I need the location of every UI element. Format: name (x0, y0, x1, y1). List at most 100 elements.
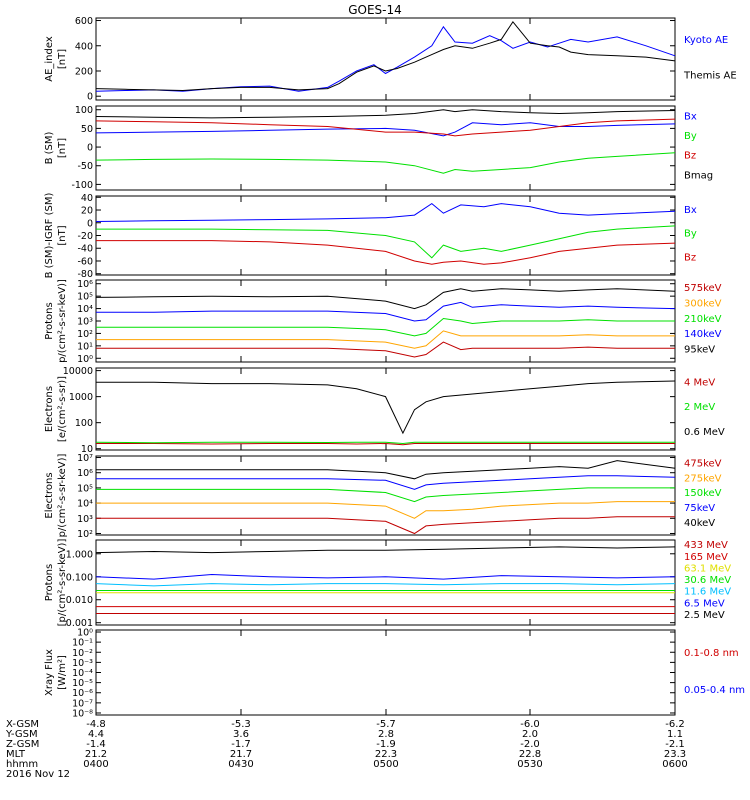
y-tick-label: 0 (87, 143, 93, 154)
legend-entry: 165 MeV (684, 552, 728, 563)
footer-value: -1.7 (231, 739, 251, 750)
legend-entry: 6.5 MeV (684, 598, 725, 609)
footer-value: 0530 (517, 759, 542, 770)
y-axis-label: Protons (44, 564, 55, 601)
footer-row-label: X-GSM (6, 719, 39, 730)
footer-value: 22.3 (375, 749, 397, 760)
series-line-300kev (96, 301, 676, 322)
footer-value: 21.7 (230, 749, 252, 760)
y-tick-label: 100 (75, 105, 93, 116)
legend-entry: Bx (684, 112, 697, 123)
legend-entry: 0.05-0.4 nm (684, 685, 745, 696)
y-tick-label: 400 (75, 41, 93, 52)
legend-entry: 0.1-0.8 nm (684, 648, 739, 659)
footer-value: -6.0 (520, 719, 540, 730)
y-tick-label: 10⁶ (77, 468, 93, 479)
y-tick-label: 200 (75, 66, 93, 77)
footer-value: 0400 (83, 759, 108, 770)
series-line-by (96, 225, 676, 259)
y-tick-label: 10² (77, 329, 93, 340)
series-line-bmag (95, 109, 676, 119)
legend-entry: 75keV (684, 503, 715, 514)
y-axis-label: B (SM)-IGRF (SM) (44, 193, 55, 279)
y-tick-label: 10³ (77, 317, 93, 328)
y-tick-label: 10³ (77, 514, 93, 525)
series-line-75kev (96, 475, 676, 490)
y-tick-label: 10⁴ (77, 499, 93, 510)
footer-row-label: 2016 Nov 12 (6, 769, 70, 780)
legend-entry: Kyoto AE (684, 35, 728, 46)
legend-entry: 95keV (684, 345, 715, 356)
footer-value: 22.8 (519, 749, 541, 760)
y-tick-label: 10⁻⁸ (72, 708, 93, 719)
series-line-275kev (96, 501, 675, 519)
y-tick-label: 10⁻⁴ (72, 668, 93, 679)
y-tick-label: 10⁰ (77, 628, 93, 639)
y-tick-label: -40 (77, 244, 93, 255)
panel-electrons2: 10⁷ 10⁶ 10⁵ 10⁴ 10³ 10² Electrons p/(cm²-s-sr-k… (44, 453, 722, 540)
legend-entry: 0.6 MeV (684, 427, 725, 438)
series-line-bz (95, 118, 676, 137)
y-axis-label: Protons (44, 302, 55, 339)
y-tick-label: -60 (77, 256, 93, 267)
legend-entry: 63.1 MeV (684, 563, 731, 574)
y-axis-label: [e/(cm²-s-sr)] (57, 376, 68, 442)
y-tick-label: 0.100 (66, 572, 93, 583)
panel-frame (95, 539, 676, 626)
legend-entry: 4 MeV (684, 377, 715, 388)
y-tick-label: 100 (75, 418, 93, 429)
y-tick-label: 10⁰ (77, 354, 93, 365)
panel-electrons1: 10000 1000 100 10 Electrons [e/(cm²-s-sr)] 4 M… (44, 366, 725, 455)
y-tick-label: 10⁻⁶ (72, 688, 93, 699)
footer-value: 2.8 (378, 729, 394, 740)
y-axis-label: [nT] (57, 225, 68, 245)
y-tick-label: 10⁴ (77, 304, 93, 315)
legend-entry: By (684, 131, 697, 142)
footer-value: -1.4 (86, 739, 106, 750)
panel-ae: 600 400 200 0 AE_index [nT] Kyoto AE Themis AE (44, 16, 737, 103)
legend-entry: 475keV (684, 458, 722, 469)
panel-frame (95, 367, 676, 451)
series-line-0-6-mev (96, 380, 676, 435)
footer-value: -2.1 (665, 739, 685, 750)
series-line-6-5-mev (95, 573, 676, 580)
footer-value: 2.0 (522, 729, 538, 740)
footer-row-label: Y-GSM (5, 729, 38, 740)
y-tick-label: 10⁻³ (72, 658, 93, 669)
y-axis-label: B (SM) (44, 131, 55, 164)
series-line-150kev (96, 487, 675, 503)
series-line-by (95, 152, 676, 174)
y-axis-label: [nT] (57, 49, 68, 69)
series-line-bx (95, 202, 676, 222)
panel-frame (95, 17, 676, 101)
legend-entry: 40keV (684, 518, 715, 529)
y-tick-label: 10⁶ (77, 279, 93, 290)
footer-value: 3.6 (233, 729, 249, 740)
y-tick-label: 10⁻² (72, 648, 93, 659)
legend-entry: 2.5 MeV (684, 610, 725, 621)
y-tick-label: 0.001 (66, 618, 93, 629)
footer-value: 4.4 (88, 729, 104, 740)
y-axis-label: [p/(cm²-s-sr-keV)] (57, 539, 68, 627)
y-axis-label: p/(cm²-s-sr-keV)] (57, 454, 68, 538)
y-tick-label: 0 (87, 92, 93, 103)
legend-entry: Bz (684, 151, 696, 162)
legend-entry: 275keV (684, 473, 722, 484)
series-line-4-mev (96, 442, 675, 446)
legend-entry: Bz (684, 253, 696, 264)
series-line-140kev (96, 330, 675, 349)
footer-value: -2.0 (520, 739, 540, 750)
y-tick-label: 50 (81, 124, 93, 135)
panel-frame (95, 105, 676, 191)
y-tick-label: 10000 (63, 366, 93, 377)
series-line-11-6-mev (95, 583, 676, 587)
footer-value: 0600 (662, 759, 687, 770)
legend-entry: Bmag (684, 170, 713, 181)
y-tick-label: -80 (77, 269, 93, 280)
y-tick-label: 10⁻⁷ (72, 698, 93, 709)
legend-entry: Themis AE (683, 71, 737, 82)
